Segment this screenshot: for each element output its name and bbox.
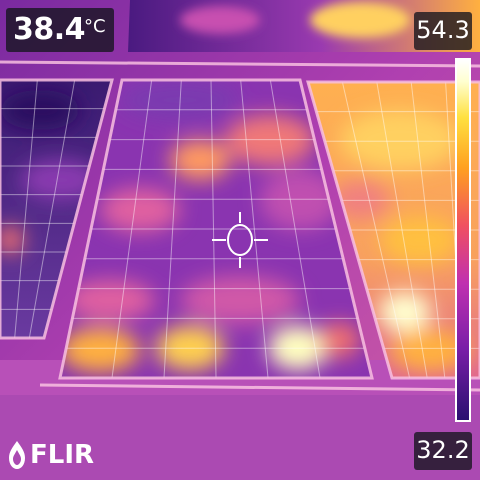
spot-temperature-value: 38.4 — [13, 12, 86, 47]
panel-cell-line — [14, 79, 38, 339]
flir-logo-text: FLIR — [30, 440, 95, 470]
scale-min-value: 32.2 — [416, 436, 470, 464]
panel-cell-line — [376, 81, 428, 379]
crosshair-icon — [212, 212, 268, 268]
panel-cell-line — [410, 81, 446, 379]
panel-cell-line — [341, 81, 411, 379]
panel-cell-line — [210, 79, 217, 379]
spot-temperature-unit: °C — [84, 16, 106, 37]
flir-logo: FLIR — [8, 438, 94, 472]
panel-cell-line — [240, 79, 269, 379]
panel-cell-line — [28, 79, 76, 339]
panel-cell-line — [163, 79, 182, 379]
scale-max-readout: 54.3 — [414, 12, 472, 50]
scale-min-readout: 32.2 — [414, 432, 472, 470]
panel-cell-line — [111, 79, 153, 379]
scale-max-value: 54.3 — [416, 16, 470, 44]
temperature-scale-bar — [455, 58, 471, 422]
panel-cell-line — [269, 79, 321, 379]
flir-flame-icon — [9, 441, 25, 469]
spot-temperature-readout: 38.4 °C — [6, 8, 114, 52]
